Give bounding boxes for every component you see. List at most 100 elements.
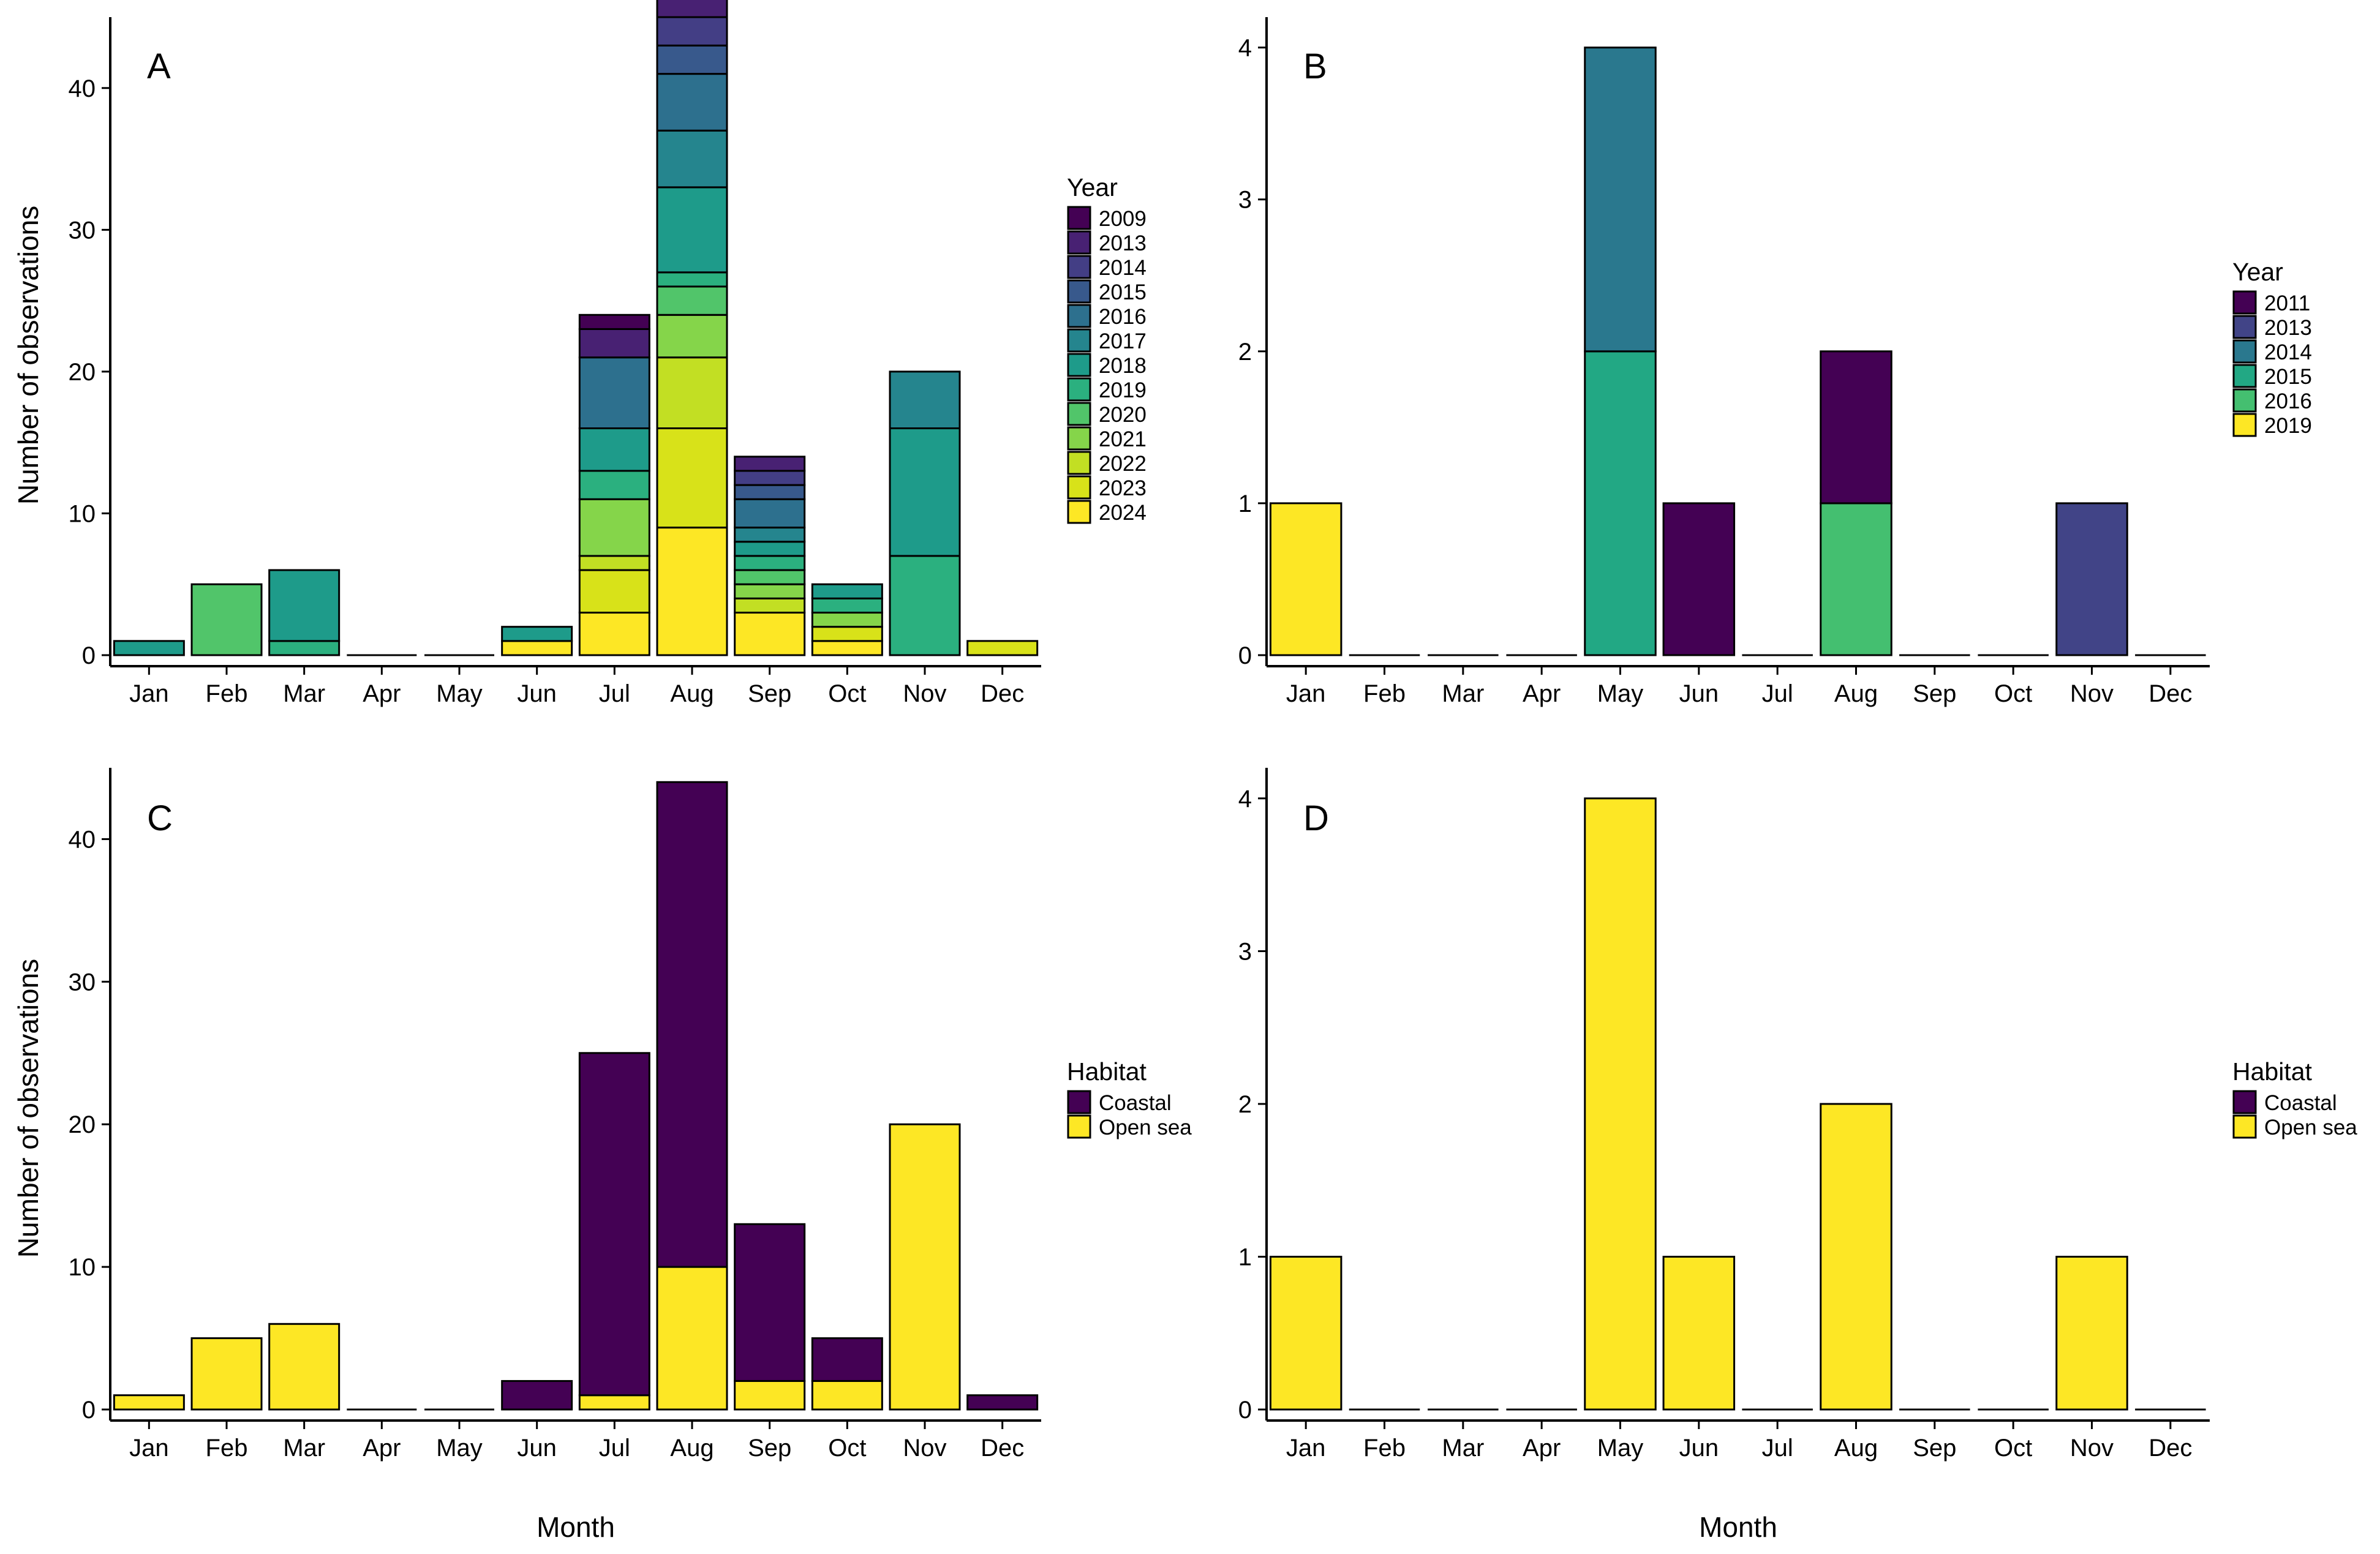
bar-c-oct-open-sea	[811, 1379, 883, 1411]
legend-swatch	[1067, 377, 1091, 402]
x-tick-label: Mar	[1442, 1435, 1484, 1462]
bar-a-nov-2018	[889, 427, 961, 557]
bar-c-oct-coastal	[811, 1337, 883, 1382]
bar-a-aug-2020	[656, 285, 728, 316]
x-tick-label: Nov	[2070, 1435, 2114, 1462]
bar-a-sep-2015	[734, 484, 806, 500]
y-axis-label-bottom: Number of observations	[12, 959, 44, 1258]
y-tick-label: 2	[1238, 339, 1252, 366]
y-tick-label: 10	[69, 500, 96, 527]
x-tick-label: Dec	[2148, 680, 2192, 707]
bar-c-mar-open-sea	[268, 1323, 341, 1411]
legend-swatch	[2232, 290, 2257, 315]
bar-a-sep-2013	[734, 456, 806, 472]
x-tick-label: May	[1597, 680, 1644, 707]
y-tick-label: 0	[1238, 642, 1252, 669]
legend-swatch	[2232, 339, 2257, 364]
x-tick-label: Sep	[748, 680, 791, 707]
legend-item-label: 2024	[1099, 501, 1147, 525]
bar-b-nov-2013	[2055, 502, 2128, 656]
bar-a-sep-2019	[734, 555, 806, 571]
y-tick-label: 40	[69, 75, 96, 102]
bar-a-aug-2016	[656, 73, 728, 132]
legend-item-label: 2016	[2264, 389, 2312, 413]
x-tick-label: Sep	[748, 1435, 791, 1462]
legend-swatch	[1067, 451, 1091, 475]
legend-title: Habitat	[2232, 1057, 2313, 1086]
x-tick-label: Aug	[670, 680, 714, 707]
legend-item-label: 2015	[1099, 280, 1147, 304]
legend-title: Habitat	[1067, 1057, 1147, 1086]
bar-b-aug-2011	[1820, 350, 1892, 505]
legend-item-label: 2009	[1099, 207, 1147, 231]
bar-a-sep-2020	[734, 569, 806, 585]
panel-d: D 0 1 2 3 4 Jan Feb Mar Apr May Jun Jul Aug Sep Oct Nov…	[1238, 768, 2357, 1462]
legend-item-label: 2016	[1099, 305, 1147, 329]
x-tick-label: Jan	[129, 680, 169, 707]
x-axis-label-right: Month	[1699, 1511, 1777, 1543]
bar-a-aug-2024	[656, 527, 728, 656]
bar-c-aug-open-sea	[656, 1266, 728, 1411]
x-tick-label: Jul	[599, 680, 630, 707]
x-tick-label: Feb	[1363, 1435, 1406, 1462]
legend-swatch	[1067, 255, 1091, 279]
y-tick-label: 20	[69, 359, 96, 386]
bar-c-jan-open-sea	[113, 1394, 185, 1411]
bar-a-sep-2022	[734, 597, 806, 614]
legend-swatch	[1067, 1090, 1091, 1114]
bar-d-aug-open-sea	[1820, 1103, 1892, 1411]
bar-a-aug-2014	[656, 16, 728, 47]
legend-item-label: 2019	[1099, 378, 1147, 402]
legend-item-label: 2015	[2264, 365, 2312, 389]
legend-item-label: Coastal	[1099, 1091, 1172, 1115]
legend-swatch	[1067, 230, 1091, 255]
bar-a-jan-2018	[113, 640, 185, 656]
bar-d-jan-open-sea	[1269, 1255, 1343, 1411]
panel-d-label: D	[1303, 798, 1329, 838]
bar-c-nov-open-sea	[889, 1123, 961, 1411]
y-tick-label: 3	[1238, 187, 1252, 214]
x-tick-label: Jan	[129, 1435, 169, 1462]
x-tick-label: Aug	[1834, 680, 1878, 707]
bar-b-may-2015	[1584, 350, 1657, 656]
x-tick-label: Sep	[1913, 680, 1956, 707]
y-tick-label: 10	[69, 1254, 96, 1281]
bar-a-aug-2017	[656, 129, 728, 189]
bar-a-feb-2020	[190, 583, 263, 656]
legend-title: Year	[2232, 258, 2283, 286]
y-tick-label: 40	[69, 826, 96, 853]
x-tick-label: Aug	[670, 1435, 714, 1462]
y-tick-label: 0	[82, 1397, 96, 1424]
legend-item-label: 2019	[2264, 414, 2312, 438]
legend-swatch	[1067, 279, 1091, 304]
x-tick-label: Mar	[1442, 680, 1484, 707]
bar-a-jul-2023	[578, 569, 650, 614]
bar-a-sep-2024	[734, 612, 806, 656]
legend-swatch	[2232, 388, 2257, 413]
x-tick-label: Jul	[1762, 1435, 1793, 1462]
legend-item-label: 2023	[1099, 476, 1147, 500]
bar-a-jul-2013	[578, 328, 650, 359]
x-tick-label: Nov	[903, 1435, 946, 1462]
bar-a-jul-2022	[578, 555, 650, 571]
x-tick-label: Apr	[1523, 680, 1561, 707]
bar-a-oct-2023	[811, 626, 883, 642]
panel-a-label: A	[147, 47, 171, 86]
y-tick-label: 30	[69, 217, 96, 244]
legend-swatch	[2232, 1114, 2257, 1139]
legend-swatch	[1067, 426, 1091, 451]
bar-a-sep-2016	[734, 498, 806, 529]
y-tick-label: 4	[1238, 35, 1252, 62]
x-tick-label: Oct	[828, 680, 866, 707]
x-tick-label: May	[436, 680, 483, 707]
bar-a-aug-2019	[656, 271, 728, 288]
legend-swatch	[1067, 500, 1091, 524]
legend-item-label: 2011	[2264, 291, 2310, 315]
x-tick-label: Apr	[363, 1435, 401, 1462]
x-tick-label: Dec	[981, 1435, 1024, 1462]
y-tick-label: 30	[69, 969, 96, 996]
legend-item-label: 2013	[2264, 316, 2312, 340]
legend-item-label: 2022	[1099, 452, 1147, 476]
